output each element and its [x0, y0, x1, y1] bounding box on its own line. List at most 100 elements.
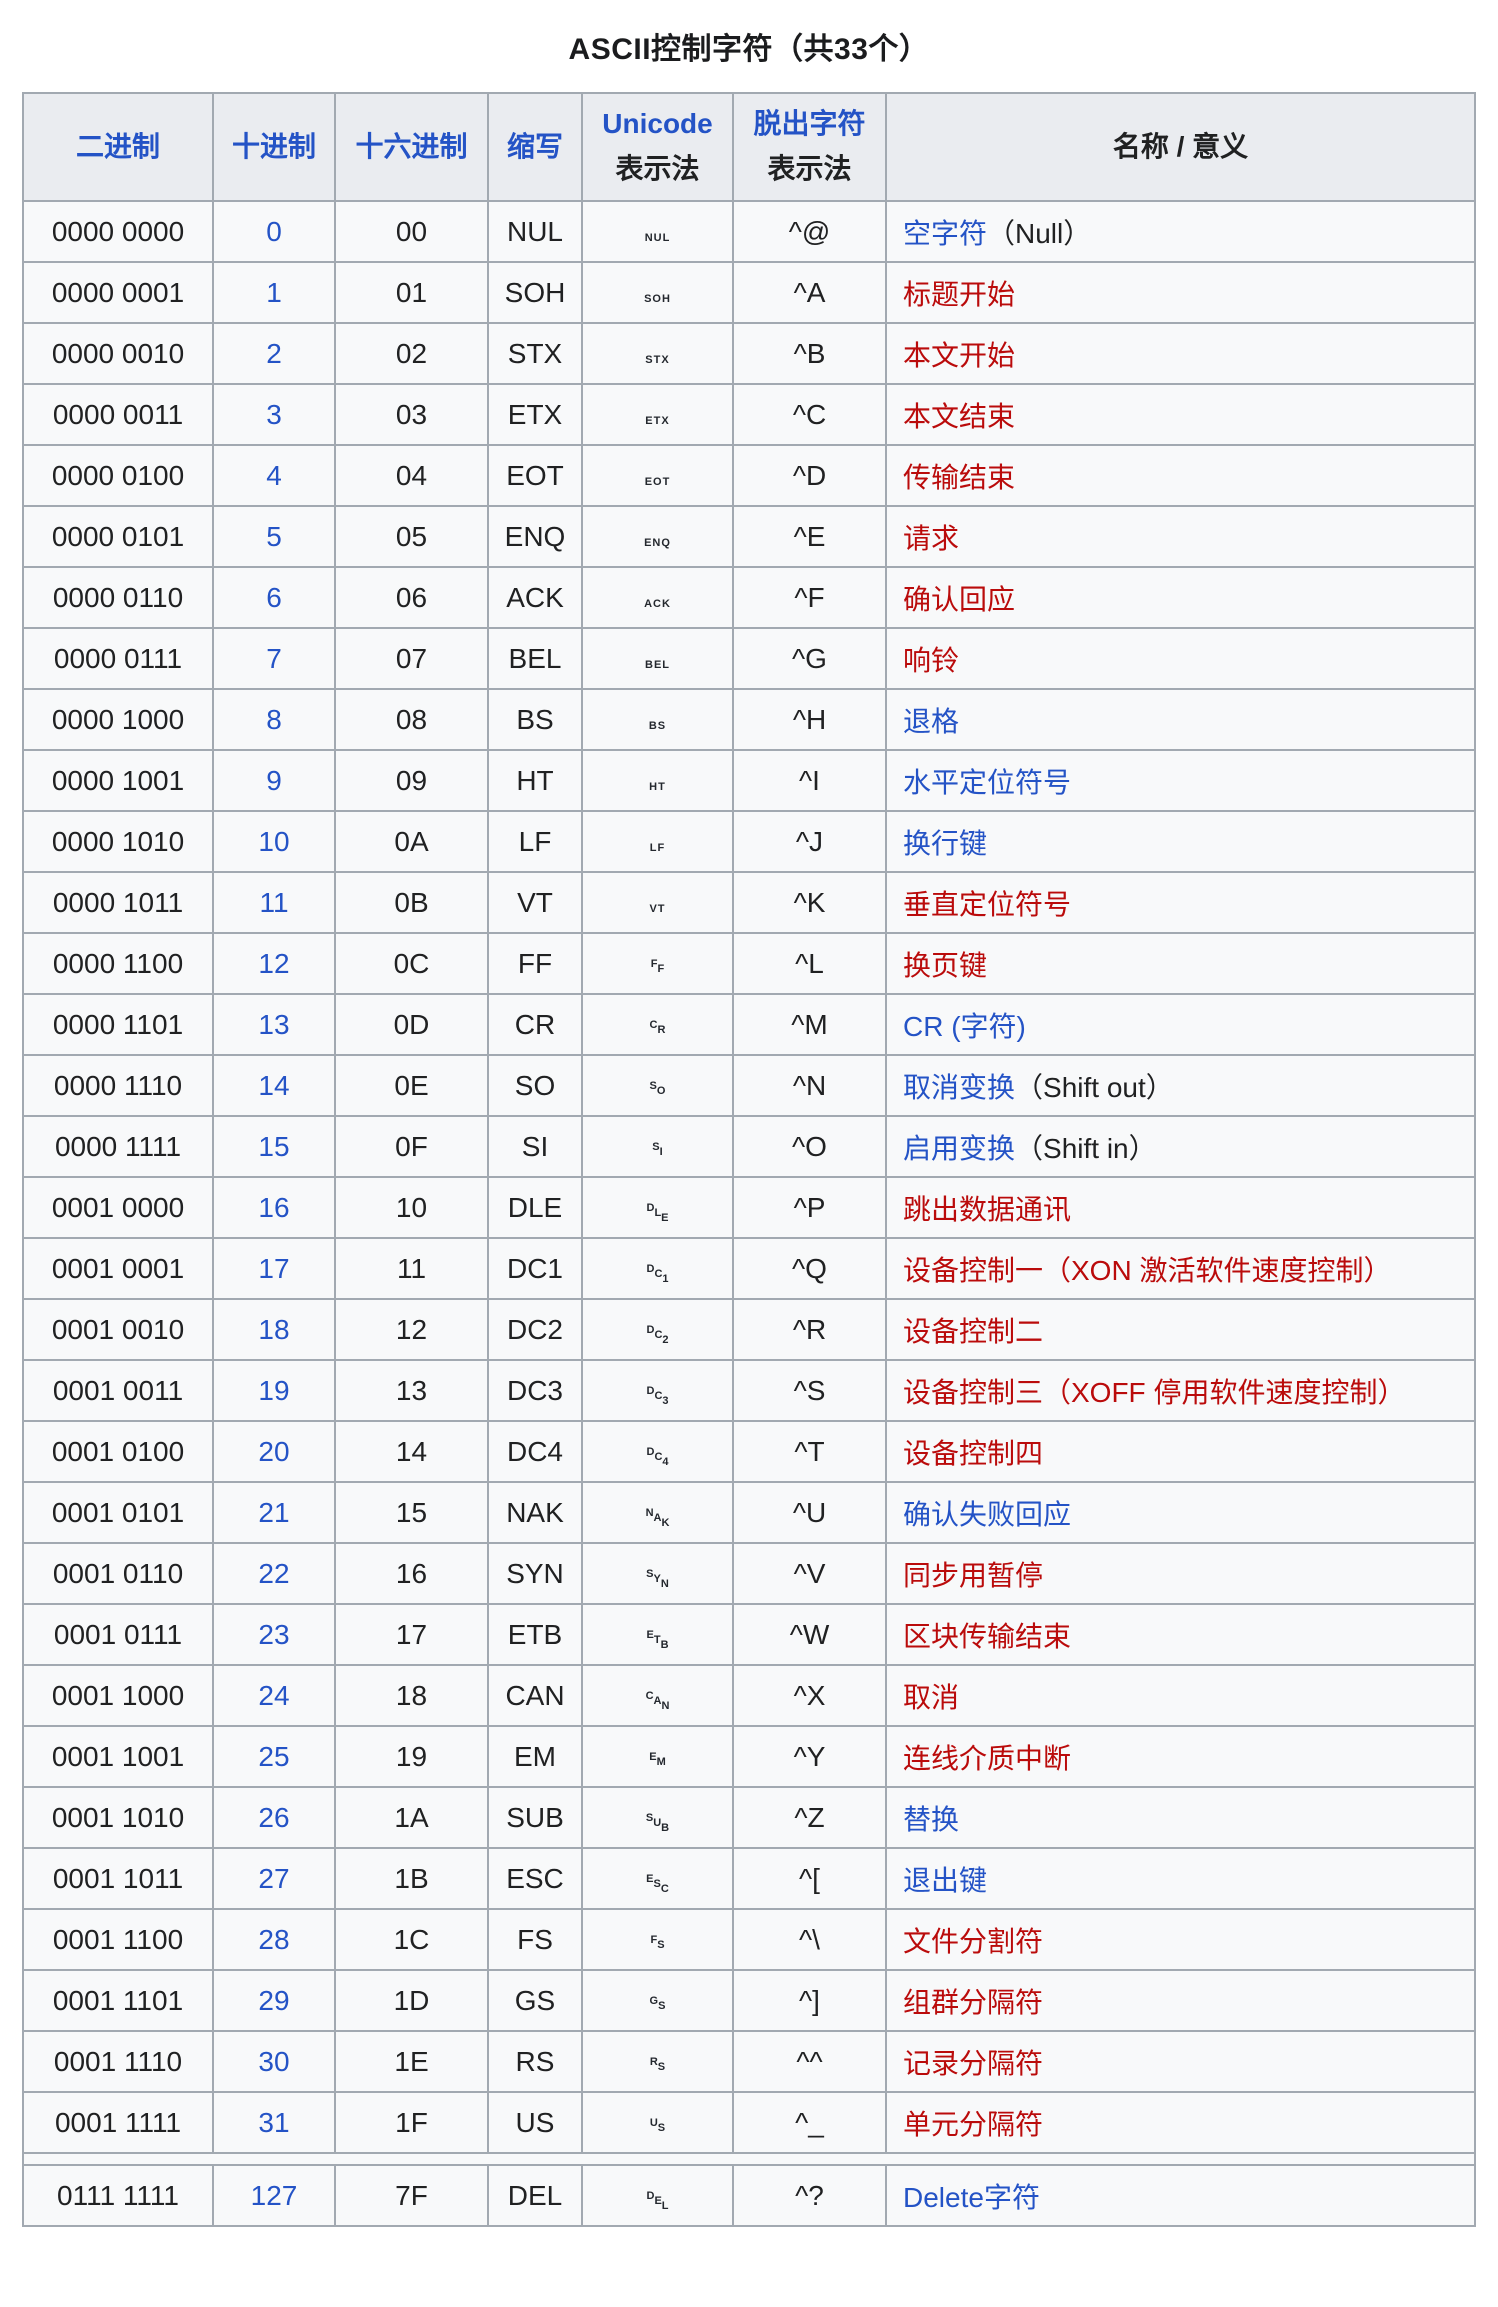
name-link[interactable]: 记录分隔符: [903, 2047, 1044, 2079]
binary-cell: 0001 1101: [22, 1969, 214, 2032]
table-row: 0000 1011 11 0B VT VT ^K 垂直定位符号: [22, 871, 1476, 934]
decimal-link[interactable]: 27: [258, 1862, 290, 1894]
name-link[interactable]: 设备控制二: [903, 1315, 1044, 1347]
unicode-symbol: SYN: [646, 1567, 669, 1590]
name-link[interactable]: 传输结束: [903, 461, 1016, 493]
caret-cell: ^Z: [732, 1786, 887, 1849]
name-link[interactable]: 垂直定位符号: [903, 888, 1072, 920]
name-link[interactable]: 取消: [903, 1681, 960, 1713]
decimal-link[interactable]: 25: [258, 1740, 290, 1772]
decimal-link[interactable]: 5: [266, 520, 282, 552]
name-link[interactable]: 换行键: [903, 827, 988, 859]
unicode-header-link[interactable]: Unicode: [602, 108, 713, 140]
name-link[interactable]: 跳出数据通讯: [903, 1193, 1072, 1225]
decimal-link[interactable]: 21: [258, 1496, 290, 1528]
hex-cell: 0B: [334, 871, 489, 934]
name-link[interactable]: 取消变换: [903, 1071, 1016, 1103]
decimal-link[interactable]: 14: [258, 1069, 290, 1101]
abbr-cell: DEL: [487, 2164, 583, 2227]
name-link[interactable]: 确认失败回应: [903, 1498, 1072, 1530]
decimal-link[interactable]: 28: [258, 1923, 290, 1955]
decimal-link[interactable]: 16: [258, 1191, 290, 1223]
decimal-link[interactable]: 30: [258, 2045, 290, 2077]
abbr-cell: FF: [487, 932, 583, 995]
binary-cell: 0001 0011: [22, 1359, 214, 1422]
decimal-link[interactable]: 12: [258, 947, 290, 979]
name-link[interactable]: 退出键: [903, 1864, 988, 1896]
abbr-cell: SYN: [487, 1542, 583, 1605]
decimal-link[interactable]: 26: [258, 1801, 290, 1833]
name-link[interactable]: 组群分隔符: [903, 1986, 1044, 2018]
name-link[interactable]: 换页键: [903, 949, 988, 981]
name-link[interactable]: 本文结束: [903, 400, 1016, 432]
name-cell: 换页键: [885, 932, 1476, 995]
caret-cell: ^_: [732, 2091, 887, 2154]
name-link[interactable]: 本文开始: [903, 339, 1016, 371]
abbr-header-link[interactable]: 缩写: [506, 130, 563, 162]
hex-header-link[interactable]: 十六进制: [355, 130, 468, 162]
binary-header-link[interactable]: 二进制: [75, 130, 160, 162]
decimal-cell: 25: [212, 1725, 336, 1788]
name-link[interactable]: 启用变换: [903, 1132, 1016, 1164]
name-link[interactable]: 确认回应: [903, 583, 1016, 615]
decimal-link[interactable]: 10: [258, 825, 290, 857]
decimal-link[interactable]: 9: [266, 764, 282, 796]
name-link[interactable]: 同步用暂停: [903, 1559, 1044, 1591]
decimal-link[interactable]: 22: [258, 1557, 290, 1589]
abbr-cell: SI: [487, 1115, 583, 1178]
name-link[interactable]: 替换: [903, 1803, 960, 1835]
decimal-link[interactable]: 15: [258, 1130, 290, 1162]
caret-cell: ^@: [732, 200, 887, 263]
binary-cell: 0001 0001: [22, 1237, 214, 1300]
decimal-link[interactable]: 127: [250, 2179, 298, 2211]
escape-header-link[interactable]: 脱出字符: [753, 108, 866, 140]
decimal-link[interactable]: 6: [266, 581, 282, 613]
decimal-link[interactable]: 4: [266, 459, 282, 491]
decimal-link[interactable]: 2: [266, 337, 282, 369]
decimal-link[interactable]: 20: [258, 1435, 290, 1467]
unicode-cell: NAK: [581, 1481, 734, 1544]
decimal-link[interactable]: 23: [258, 1618, 290, 1650]
name-link[interactable]: CR (字符): [903, 1010, 1026, 1042]
name-cell: 设备控制三（XOFF 停用软件速度控制）: [885, 1359, 1476, 1422]
unicode-symbol: DEL: [646, 2189, 669, 2212]
name-link[interactable]: 文件分割符: [903, 1925, 1044, 1957]
caret-cell: ^A: [732, 261, 887, 324]
name-link[interactable]: 设备控制三（XOFF 停用软件速度控制）: [903, 1376, 1406, 1408]
decimal-link[interactable]: 1: [266, 276, 282, 308]
decimal-link[interactable]: 24: [258, 1679, 290, 1711]
name-link[interactable]: Delete字符: [903, 2181, 1040, 2213]
name-link[interactable]: 设备控制四: [903, 1437, 1044, 1469]
decimal-header-link[interactable]: 十进制: [231, 130, 316, 162]
decimal-cell: 11: [212, 871, 336, 934]
decimal-link[interactable]: 11: [259, 886, 289, 918]
abbr-cell: EOT: [487, 444, 583, 507]
unicode-symbol: SUB: [645, 1811, 670, 1834]
name-link[interactable]: 退格: [903, 705, 960, 737]
hex-cell: 03: [334, 383, 489, 446]
escape-header-label: 表示法: [767, 153, 852, 184]
decimal-link[interactable]: 29: [258, 1984, 290, 2016]
name-link[interactable]: 单元分隔符: [903, 2108, 1044, 2140]
hex-cell: 0D: [334, 993, 489, 1056]
name-link[interactable]: 水平定位符号: [903, 766, 1072, 798]
decimal-link[interactable]: 31: [258, 2106, 290, 2138]
name-link[interactable]: 标题开始: [903, 278, 1016, 310]
decimal-link[interactable]: 7: [266, 642, 282, 674]
name-link[interactable]: 请求: [903, 522, 960, 554]
decimal-link[interactable]: 13: [258, 1008, 290, 1040]
decimal-cell: 13: [212, 993, 336, 1056]
decimal-link[interactable]: 0: [266, 215, 282, 247]
name-link[interactable]: 空字符: [903, 217, 988, 249]
name-link[interactable]: 连线介质中断: [903, 1742, 1072, 1774]
decimal-link[interactable]: 8: [266, 703, 282, 735]
decimal-link[interactable]: 3: [266, 398, 282, 430]
decimal-link[interactable]: 17: [258, 1252, 290, 1284]
name-link[interactable]: 区块传输结束: [903, 1620, 1072, 1652]
decimal-link[interactable]: 19: [258, 1374, 290, 1406]
unicode-cell: DC3: [581, 1359, 734, 1422]
decimal-link[interactable]: 18: [258, 1313, 290, 1345]
unicode-symbol: HT: [649, 780, 666, 793]
name-link[interactable]: 设备控制一（XON 激活软件速度控制）: [903, 1254, 1392, 1286]
name-link[interactable]: 响铃: [903, 644, 960, 676]
